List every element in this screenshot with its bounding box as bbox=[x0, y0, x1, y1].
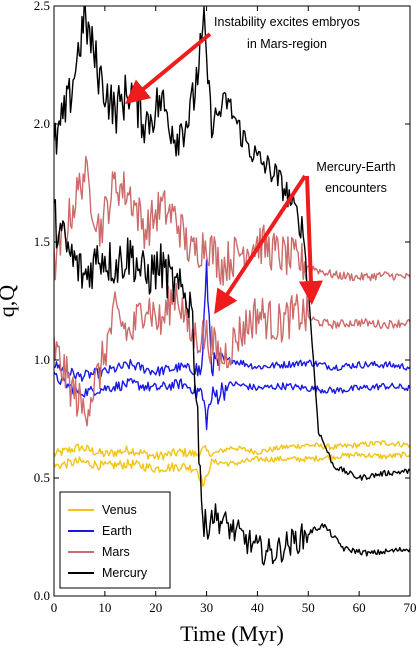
venus-line-lower bbox=[54, 451, 410, 487]
y-tick-label: 1.0 bbox=[34, 352, 50, 367]
x-tick-label: 30 bbox=[200, 600, 213, 615]
series-earth bbox=[54, 259, 410, 431]
x-tick-label: 10 bbox=[98, 600, 111, 615]
mars-line-upper bbox=[54, 155, 410, 286]
legend-label: Mercury bbox=[102, 566, 148, 580]
annotation-line: Mercury-Earth bbox=[316, 160, 395, 174]
x-axis-title: Time (Myr) bbox=[180, 621, 284, 646]
plot-frame bbox=[53, 5, 411, 597]
annotation-instability-text: Instability excites embryos in Mars-regio… bbox=[214, 15, 360, 51]
y-tick-label: 2.5 bbox=[34, 0, 50, 13]
y-tick-label: 0.5 bbox=[34, 470, 50, 485]
annotation-instability: Instability excites embryos in Mars-regio… bbox=[125, 15, 360, 105]
annotation-arrow bbox=[125, 32, 212, 105]
legend-label: Mars bbox=[102, 545, 130, 559]
legend-item-earth: Earth bbox=[68, 524, 132, 538]
y-tick-label: 0.0 bbox=[34, 588, 50, 603]
legend: Venus Earth Mars Mercury bbox=[59, 491, 171, 589]
earth-line-lower bbox=[54, 371, 410, 431]
annotations-layer: Instability excites embryos in Mars-regio… bbox=[125, 15, 396, 315]
legend-item-mars: Mars bbox=[68, 545, 130, 559]
x-tick-label: 40 bbox=[251, 600, 264, 615]
y-axis-title: q,Q bbox=[0, 285, 19, 318]
annotation-line: Instability excites embryos bbox=[214, 15, 360, 29]
legend-label: Earth bbox=[102, 524, 132, 538]
legend-label: Venus bbox=[102, 503, 137, 517]
annotation-arrow bbox=[298, 175, 323, 305]
ticks-layer: 0 10 20 30 40 50 60 70 0.0 0.5 1.0 1.5 2.0 2.5 bbox=[34, 0, 417, 615]
annotation-line: in Mars-region bbox=[247, 37, 327, 51]
x-tick-label: 0 bbox=[51, 600, 58, 615]
mercury-line-upper bbox=[54, 6, 410, 481]
annotation-arrow bbox=[214, 174, 307, 315]
earth-line-upper bbox=[54, 259, 410, 382]
mars-line-lower bbox=[54, 282, 410, 427]
y-tick-label: 2.0 bbox=[34, 116, 50, 131]
legend-item-venus: Venus bbox=[68, 503, 137, 517]
annotation-line: encounters bbox=[325, 181, 387, 195]
x-tick-label: 20 bbox=[149, 600, 162, 615]
series-mercury bbox=[54, 6, 410, 566]
series-venus bbox=[54, 440, 410, 487]
x-tick-label: 60 bbox=[353, 600, 366, 615]
annotation-mercury-earth-text: Mercury-Earth encounters bbox=[316, 160, 395, 195]
x-tick-label: 50 bbox=[302, 600, 315, 615]
annotation-mercury-earth: Mercury-Earth encounters bbox=[214, 160, 396, 315]
venus-line-upper bbox=[54, 440, 410, 461]
legend-item-mercury: Mercury bbox=[68, 566, 148, 580]
mercury-line-lower bbox=[54, 199, 410, 566]
series-layer bbox=[54, 6, 410, 566]
series-mars bbox=[54, 155, 410, 427]
x-tick-label: 70 bbox=[404, 600, 417, 615]
y-tick-label: 1.5 bbox=[34, 234, 50, 249]
